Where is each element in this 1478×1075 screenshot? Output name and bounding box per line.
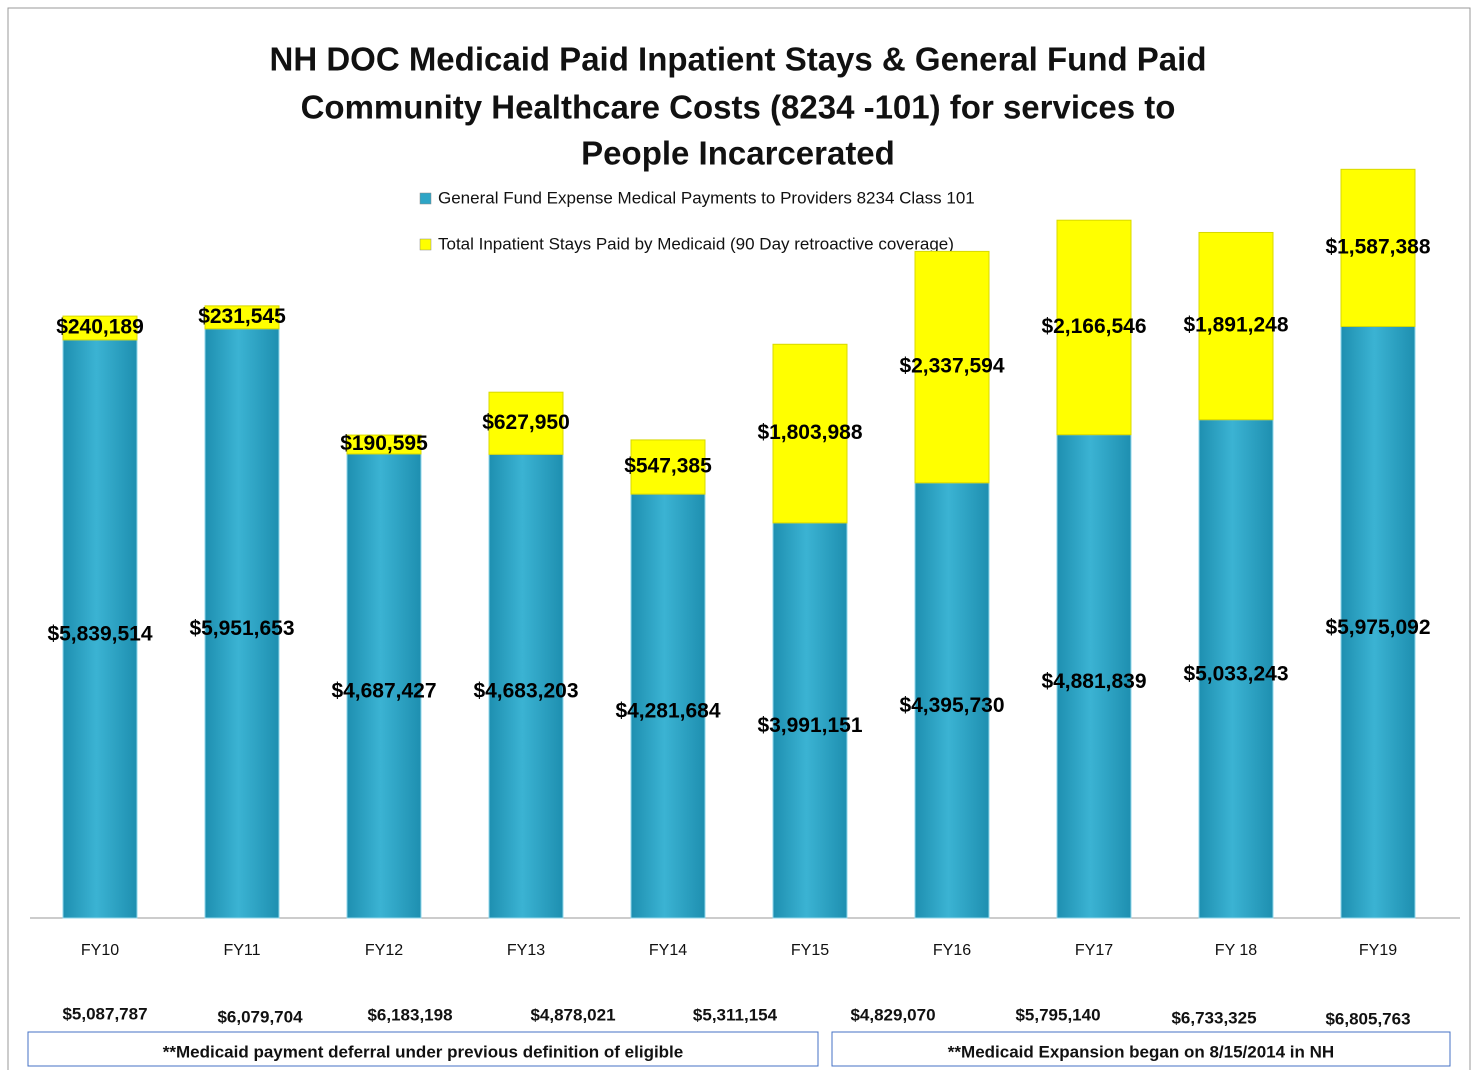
data-label: $4,281,684 (615, 700, 720, 723)
data-label: $5,033,243 (1183, 662, 1288, 685)
data-label: $231,545 (198, 305, 286, 328)
bar-segment (62, 315, 138, 341)
note-box (831, 1031, 1451, 1067)
x-tick-label: FY17 (1075, 942, 1113, 959)
data-label: $2,166,546 (1041, 315, 1146, 338)
bar-segment (630, 493, 706, 919)
data-label: $5,951,653 (189, 617, 294, 640)
data-label: $3,991,151 (757, 714, 862, 737)
data-label: $240,189 (56, 316, 144, 339)
x-tick-label: FY11 (223, 942, 260, 959)
data-label: $4,395,730 (899, 694, 1004, 717)
legend-swatch (419, 238, 432, 251)
bottom-value: $6,079,704 (217, 1007, 303, 1026)
data-label: $547,385 (624, 455, 712, 478)
legend-label: Total Inpatient Stays Paid by Medicaid (… (438, 234, 954, 253)
note: **Medicaid Expansion began on 8/15/2014 … (948, 1042, 1334, 1061)
data-label: $627,950 (482, 411, 570, 434)
x-tick-label: FY 18 (1215, 942, 1258, 959)
x-tick-label: FY16 (933, 942, 971, 959)
data-label: $1,891,248 (1183, 314, 1288, 337)
bar-segment (488, 391, 564, 455)
bar-segment (1340, 168, 1416, 327)
bottom-value: $5,087,787 (62, 1004, 147, 1023)
bottom-value: $4,878,021 (530, 1005, 615, 1024)
x-tick-label: FY14 (649, 942, 687, 959)
bar-segment (914, 482, 990, 919)
bar-segment (1056, 434, 1132, 919)
x-tick-label: FY19 (1359, 942, 1397, 959)
chart-border (7, 7, 1471, 1075)
bar-segment (630, 439, 706, 495)
note: **Medicaid payment deferral under previo… (163, 1042, 683, 1061)
data-label: $190,595 (340, 432, 428, 455)
data-label: $4,687,427 (331, 680, 436, 703)
bar-segment (1056, 219, 1132, 436)
x-tick-label: FY10 (81, 942, 119, 959)
data-label: $1,587,388 (1325, 235, 1430, 258)
legend-label: General Fund Expense Medical Payments to… (438, 188, 975, 207)
x-tick-label: FY15 (791, 942, 829, 959)
bottom-value: $6,805,763 (1325, 1009, 1410, 1028)
note-box (27, 1031, 819, 1067)
bar-segment (772, 343, 848, 524)
bar-segment (914, 250, 990, 484)
chart-title: People Incarcerated (581, 135, 895, 172)
bar-segment (1340, 325, 1416, 919)
chart-title: NH DOC Medicaid Paid Inpatient Stays & G… (269, 41, 1206, 78)
bar-segment (204, 305, 280, 330)
bottom-value: $6,183,198 (367, 1005, 452, 1024)
bar-segment (772, 522, 848, 919)
bar-segment (62, 339, 138, 919)
bottom-value: $5,311,154 (693, 1005, 778, 1024)
data-label: $1,803,988 (757, 421, 862, 444)
bar-segment (346, 434, 422, 455)
data-label: $5,975,092 (1325, 616, 1430, 639)
x-tick-label: FY13 (507, 942, 545, 959)
legend-swatch (419, 192, 432, 205)
bar-segment (1198, 419, 1274, 919)
bar-segment (1198, 231, 1274, 421)
data-label: $2,337,594 (899, 355, 1004, 378)
bottom-value: $6,733,325 (1171, 1008, 1256, 1027)
x-tick-label: FY12 (365, 942, 403, 959)
bar-segment (346, 453, 422, 919)
data-label: $4,683,203 (473, 680, 578, 703)
data-label: $4,881,839 (1041, 670, 1146, 693)
bottom-value: $5,795,140 (1015, 1005, 1100, 1024)
bottom-value: $4,829,070 (850, 1005, 935, 1024)
data-label: $5,839,514 (47, 622, 152, 645)
bar-segment (204, 328, 280, 919)
chart-title: Community Healthcare Costs (8234 -101) f… (301, 89, 1176, 126)
